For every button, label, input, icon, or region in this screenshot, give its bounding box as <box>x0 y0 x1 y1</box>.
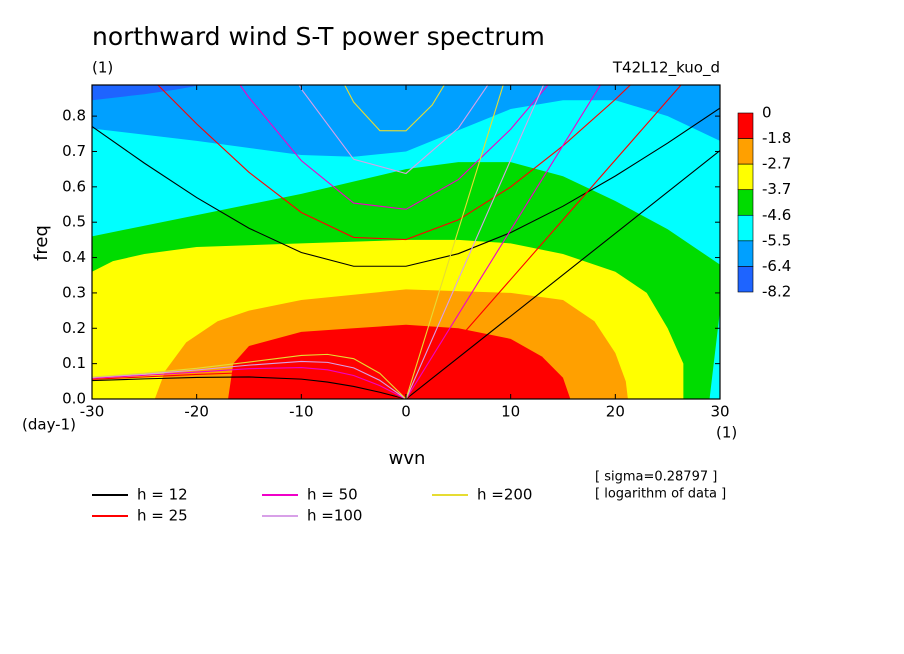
x-tick-label: -20 <box>184 403 209 421</box>
legend-label: h =200 <box>477 486 532 504</box>
dispersion-curve <box>92 85 545 399</box>
y-tick-label: 0.8 <box>62 107 86 125</box>
note: [ logarithm of data ] <box>595 487 726 502</box>
colorbar-label: -5.5 <box>762 231 791 249</box>
y-axis-title: freq <box>31 225 52 261</box>
colorbar-label: -1.8 <box>762 129 791 147</box>
x-unit: (1) <box>716 424 737 442</box>
y-unit: (day-1) <box>22 416 76 434</box>
subtitle: (1) <box>92 59 113 77</box>
legend-label: h =100 <box>307 507 362 525</box>
colorbar-label: -8.2 <box>762 283 791 301</box>
x-tick-label: 0 <box>401 403 411 421</box>
dispersion-curves <box>92 85 720 399</box>
dispersion-curve <box>92 85 602 399</box>
contour-fill <box>92 85 720 399</box>
x-tick-label: 10 <box>501 403 520 421</box>
y-tick-label: 0.5 <box>62 213 86 231</box>
x-tick-label: -30 <box>80 403 105 421</box>
x-tick-label: 30 <box>710 403 729 421</box>
legend-label: h = 12 <box>137 486 188 504</box>
y-tick-label: 0.3 <box>62 283 86 301</box>
legend-label: h = 25 <box>137 507 188 525</box>
colorbar-box <box>737 112 754 139</box>
colorbar-label: -3.7 <box>762 180 791 198</box>
colorbar-box <box>737 138 754 165</box>
colorbar-box <box>737 163 754 191</box>
colorbar-box <box>737 240 754 267</box>
run-label: T42L12_kuo_d <box>612 59 720 78</box>
colorbar-label: -4.6 <box>762 206 791 224</box>
colorbar-box <box>737 266 754 293</box>
colorbar-label: 0 <box>762 104 772 122</box>
legend-label: h = 50 <box>307 486 358 504</box>
y-tick-label: 0.0 <box>62 390 86 408</box>
x-tick-label: 20 <box>606 403 625 421</box>
note: [ sigma=0.28797 ] <box>595 470 717 485</box>
dispersion-curve <box>92 85 682 399</box>
y-tick-label: 0.6 <box>62 177 86 195</box>
dispersion-curve <box>92 85 504 399</box>
y-tick-label: 0.7 <box>62 142 86 160</box>
colorbar-box <box>737 189 754 216</box>
dispersion-curve <box>92 107 720 399</box>
x-axis-title: wvn <box>389 448 426 469</box>
chart-title: northward wind S-T power spectrum <box>92 22 545 51</box>
colorbar-label: -2.7 <box>762 155 791 173</box>
colorbar-label: -6.4 <box>762 257 791 275</box>
colorbar-box <box>737 214 754 242</box>
y-tick-label: 0.4 <box>62 248 86 266</box>
x-tick-label: -10 <box>289 403 314 421</box>
y-tick-label: 0.2 <box>62 319 86 337</box>
y-tick-label: 0.1 <box>62 354 86 372</box>
contour-region <box>92 85 202 101</box>
